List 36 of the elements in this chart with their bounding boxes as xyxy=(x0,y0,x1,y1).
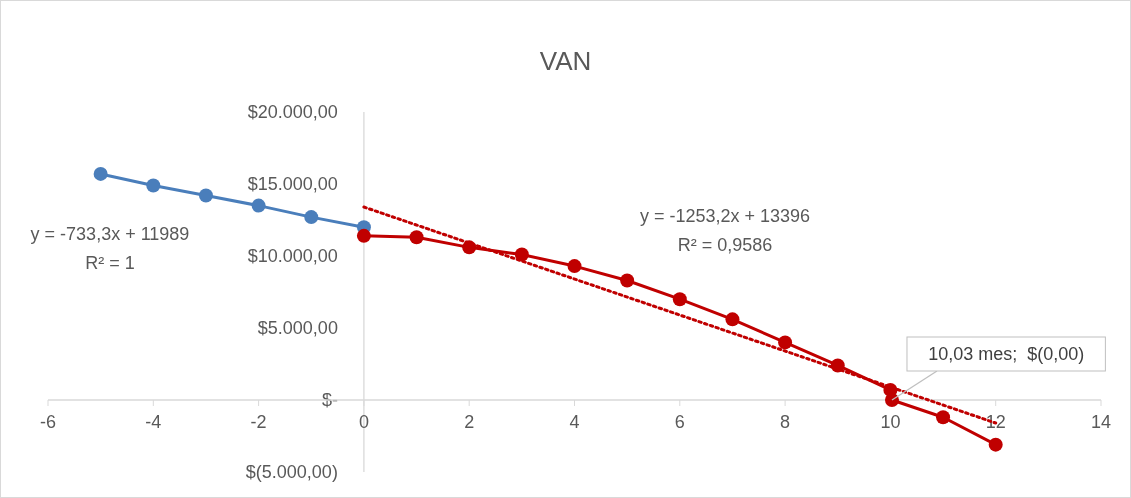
point xyxy=(988,437,1003,452)
point xyxy=(409,230,424,245)
annotation: y = -1253,2x + 13396 R² = 0,9586 xyxy=(639,206,811,255)
y-tick-label: $20.000,00 xyxy=(247,102,338,123)
point xyxy=(672,292,687,307)
annotation: 10,03 mes; $(0,00) xyxy=(928,344,1085,365)
x-tick-label: 6 xyxy=(674,412,685,433)
point xyxy=(620,273,635,288)
point xyxy=(93,166,108,181)
annotation: y = -733,3x + 11989 R² = 1 xyxy=(30,224,190,273)
y-tick-label: $(5.000,00) xyxy=(245,462,338,483)
point xyxy=(304,210,319,225)
x-tick-label: 0 xyxy=(358,412,369,433)
point xyxy=(146,178,161,193)
y-tick-label: $- xyxy=(321,390,338,411)
x-tick-label: -6 xyxy=(39,412,57,433)
point xyxy=(198,188,213,203)
y-tick-label: $5.000,00 xyxy=(257,318,338,339)
point xyxy=(884,393,899,407)
point xyxy=(356,228,371,243)
x-tick-label: 10 xyxy=(880,412,901,433)
x-tick-label: 4 xyxy=(569,412,580,433)
y-tick-label: $10.000,00 xyxy=(247,246,338,267)
point xyxy=(251,198,266,213)
x-tick-label: 8 xyxy=(780,412,791,433)
x-tick-label: 14 xyxy=(1090,412,1112,433)
x-tick-label: -2 xyxy=(250,412,267,433)
x-tick-label: 2 xyxy=(464,412,475,433)
point xyxy=(725,312,740,327)
point xyxy=(567,259,582,274)
y-tick-label: $15.000,00 xyxy=(247,174,338,195)
point xyxy=(936,410,951,425)
point xyxy=(778,335,793,350)
x-tick-label: -4 xyxy=(145,412,162,433)
x-tick-label: 12 xyxy=(985,412,1006,433)
chart-title: VAN xyxy=(539,46,592,76)
